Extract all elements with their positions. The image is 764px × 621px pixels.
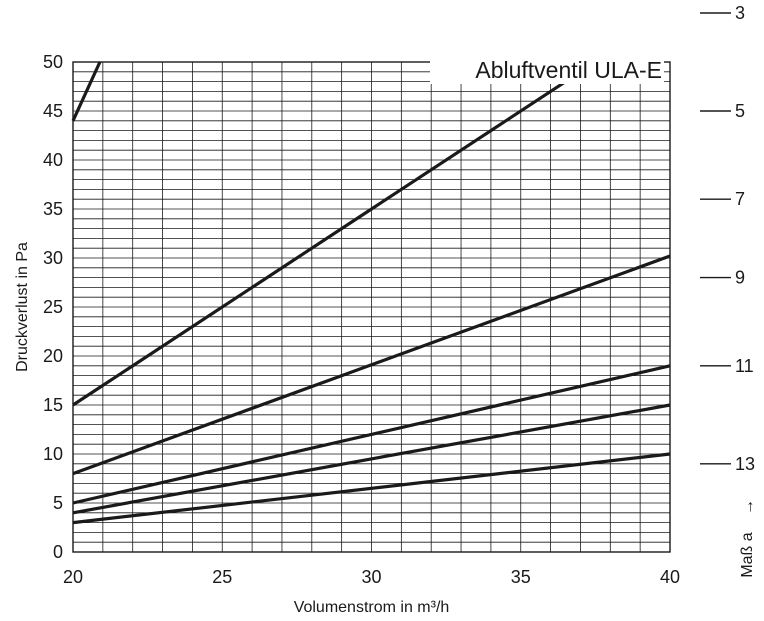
x-tick-label: 20 xyxy=(63,567,83,587)
dimension-scale-label-value: 5 xyxy=(735,101,745,121)
y-tick-label: 50 xyxy=(43,52,63,72)
series-line-1 xyxy=(71,61,102,122)
dimension-scale-label-value: 11 xyxy=(735,356,754,376)
series-line-5 xyxy=(72,403,671,515)
chart-title-background xyxy=(430,58,664,84)
x-tick-label: 40 xyxy=(660,567,680,587)
series-line-3 xyxy=(72,254,671,476)
dimension-scale-label-value: 7 xyxy=(735,189,745,209)
series-line-6 xyxy=(72,452,671,525)
dimension-scale: 3 5 7 9 11 13 xyxy=(700,3,755,474)
y-tick-label: 30 xyxy=(43,248,63,268)
dimension-scale-label-text: Maß a xyxy=(739,532,756,577)
x-tick-labels: 20 25 30 35 40 xyxy=(63,567,680,587)
y-tick-label: 45 xyxy=(43,101,63,121)
plot-frame xyxy=(72,61,671,553)
y-tick-label: 20 xyxy=(43,346,63,366)
dimension-scale-label: Maß a → xyxy=(739,499,757,578)
y-tick-label: 40 xyxy=(43,150,63,170)
x-tick-label: 35 xyxy=(511,567,531,587)
x-tick-label: 30 xyxy=(361,567,381,587)
series-line-4 xyxy=(72,364,671,505)
y-tick-label: 0 xyxy=(53,542,63,562)
y-tick-label: 35 xyxy=(43,199,63,219)
y-tick-label: 15 xyxy=(43,395,63,415)
x-tick-label: 25 xyxy=(212,567,232,587)
curves xyxy=(71,61,671,525)
y-tick-label: 25 xyxy=(43,297,63,317)
dimension-scale-label-value: 9 xyxy=(735,268,745,288)
dimension-scale-label-value: 3 xyxy=(735,3,745,23)
x-axis-label: Volumenstrom in m³/h xyxy=(294,599,450,616)
dimension-scale-label-value: 13 xyxy=(735,454,755,474)
y-axis-label: Druckverlust in Pa xyxy=(14,242,31,372)
y-tick-label: 10 xyxy=(43,444,63,464)
y-tick-label: 5 xyxy=(53,493,63,513)
y-tick-labels: 0 5 10 15 20 25 30 35 40 45 50 xyxy=(43,52,63,562)
arrow-right-icon: → xyxy=(740,499,757,515)
chart-title: Abluftventil ULA-E xyxy=(475,57,662,83)
grid xyxy=(72,61,671,553)
series-line-2 xyxy=(72,70,582,407)
